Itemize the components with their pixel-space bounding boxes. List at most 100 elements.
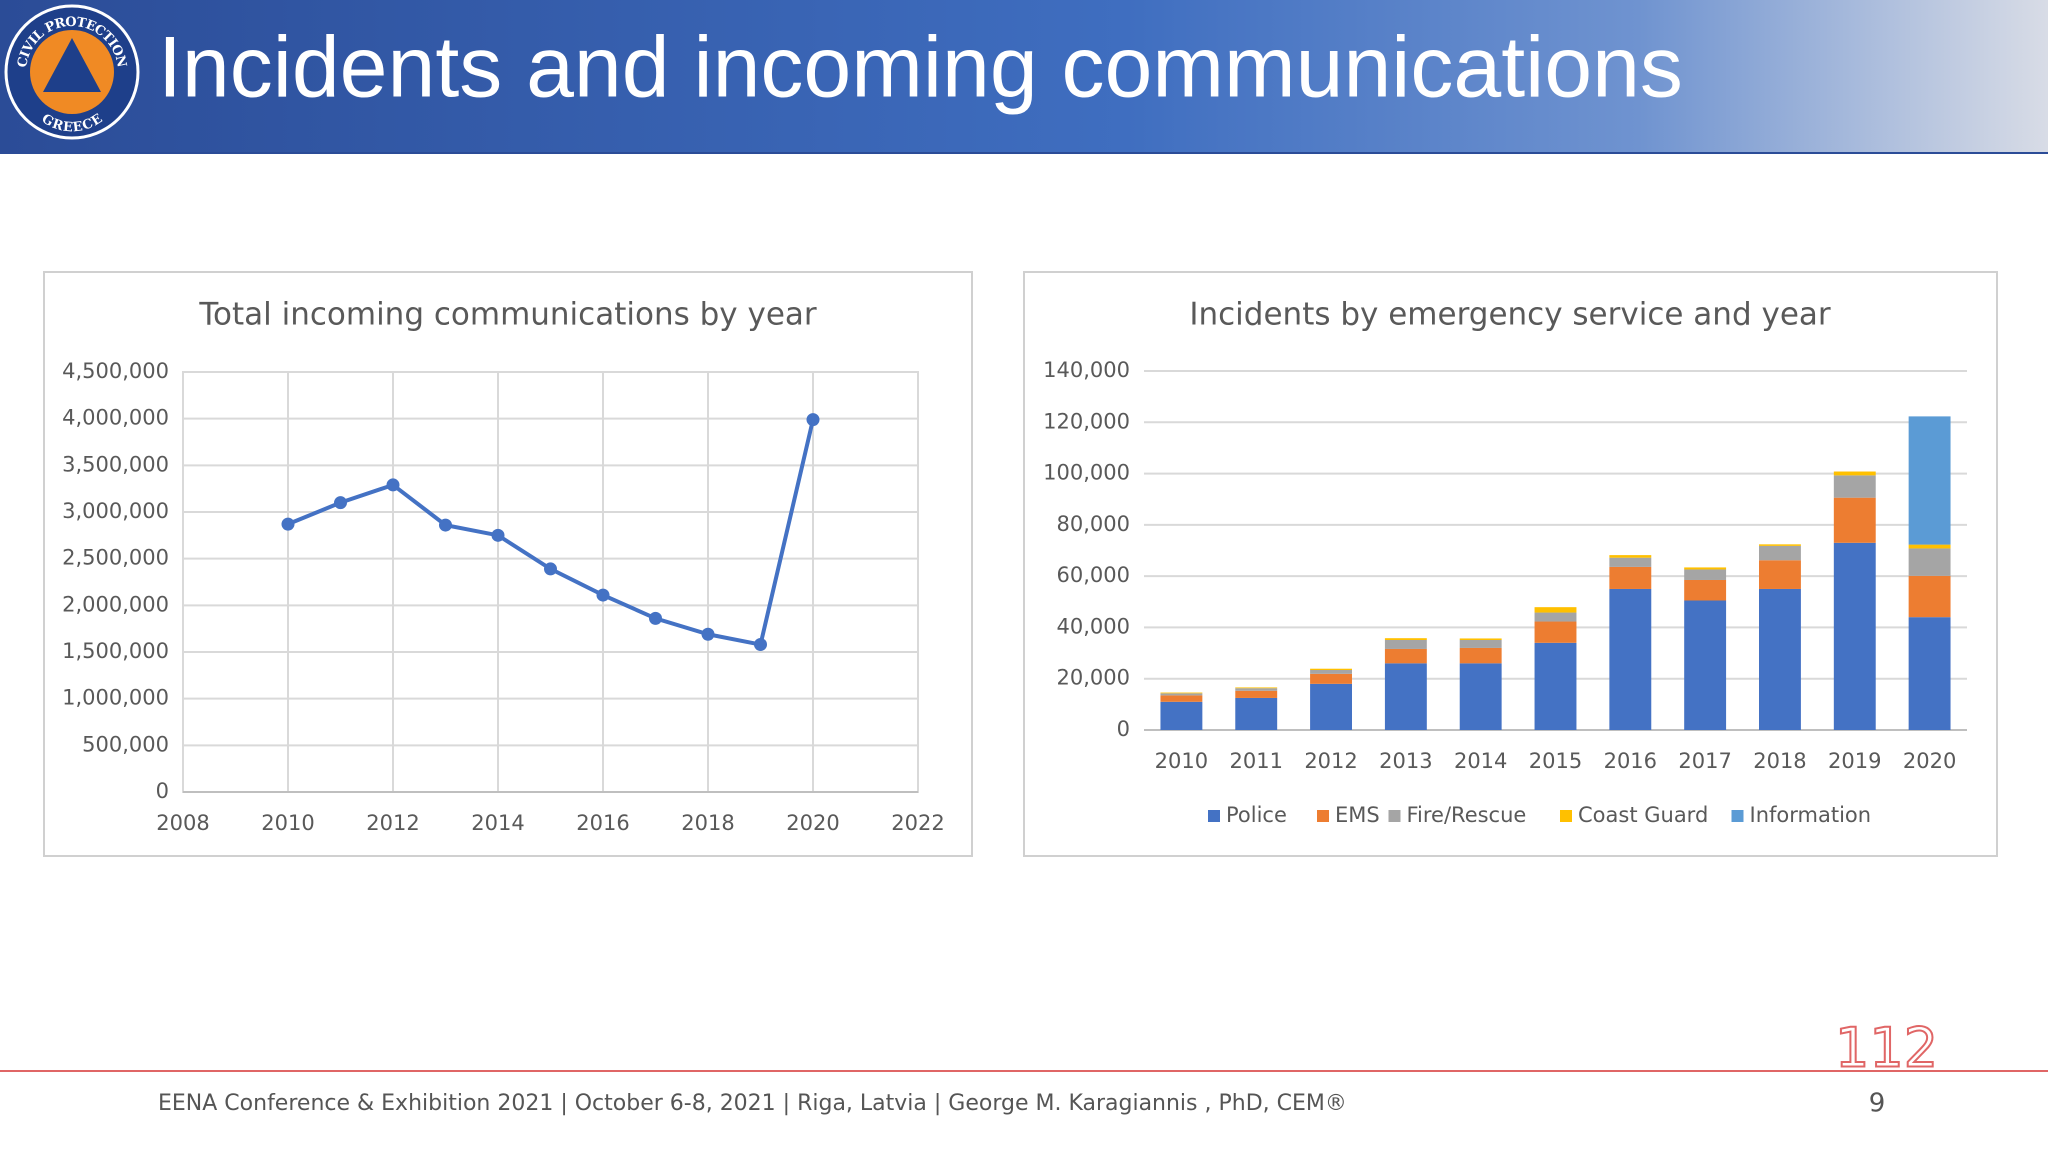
- legend-label: Coast Guard: [1578, 803, 1708, 827]
- bar-segment: [1759, 560, 1801, 589]
- bar-segment: [1534, 642, 1577, 730]
- legend-label: Information: [1750, 803, 1872, 827]
- footer-text: EENA Conference & Exhibition 2021 | Octo…: [158, 1091, 1347, 1116]
- x-tick-label: 2010: [1155, 749, 1208, 773]
- x-tick-label: 2014: [471, 811, 524, 835]
- x-tick-label: 2012: [366, 811, 419, 835]
- data-point: [439, 518, 452, 532]
- data-point: [649, 611, 662, 625]
- bar-segment: [1459, 647, 1502, 664]
- bar-segment: [1684, 579, 1727, 601]
- bar-segment: [1160, 692, 1203, 694]
- y-tick-label: 0: [1117, 717, 1130, 741]
- bar-segment: [1609, 557, 1652, 567]
- bar-segment: [1384, 648, 1427, 664]
- y-tick-label: 0: [156, 779, 169, 803]
- y-tick-label: 3,500,000: [62, 452, 169, 476]
- bar-segment: [1908, 575, 1951, 618]
- data-point: [386, 478, 400, 492]
- y-tick-label: 4,000,000: [62, 406, 169, 430]
- legend-label: EMS: [1335, 803, 1380, 827]
- bar-segment: [1684, 569, 1727, 580]
- bar-segment: [1235, 688, 1278, 691]
- data-point: [754, 638, 767, 652]
- data-point: [281, 517, 295, 531]
- x-tick-label: 2020: [786, 811, 839, 835]
- x-tick-label: 2010: [261, 811, 314, 835]
- bar-segment: [1609, 555, 1652, 558]
- data-point: [491, 528, 505, 542]
- bar-segment: [1908, 544, 1951, 549]
- x-tick-label: 2022: [891, 811, 944, 835]
- y-tick-label: 1,000,000: [62, 686, 169, 710]
- y-tick-label: 2,000,000: [62, 592, 169, 616]
- y-tick-label: 60,000: [1057, 563, 1130, 587]
- legend-swatch: [1317, 810, 1329, 822]
- data-point: [701, 627, 715, 641]
- data-point: [596, 588, 610, 602]
- legend-swatch: [1560, 810, 1572, 822]
- x-tick-label: 2018: [681, 811, 734, 835]
- x-tick-label: 2011: [1230, 749, 1283, 773]
- bar-segment: [1160, 693, 1203, 696]
- data-point: [806, 413, 820, 427]
- x-tick-label: 2013: [1379, 749, 1432, 773]
- y-tick-label: 20,000: [1057, 666, 1130, 690]
- bar-segment: [1310, 668, 1352, 670]
- bar-segment: [1459, 663, 1502, 730]
- bar-segment: [1384, 639, 1427, 649]
- legend-swatch: [1208, 810, 1220, 822]
- y-tick-label: 100,000: [1043, 461, 1130, 485]
- bar-segment: [1459, 638, 1502, 640]
- bar-segment: [1684, 600, 1727, 730]
- header-band: [0, 0, 2048, 152]
- y-tick-label: 1,500,000: [62, 639, 169, 663]
- legend-label: Fire/Rescue: [1407, 803, 1527, 827]
- y-tick-label: 120,000: [1043, 409, 1130, 433]
- bar-segment: [1609, 588, 1652, 730]
- bar-segment: [1759, 544, 1801, 546]
- chart-title: Incidents by emergency service and year: [1189, 297, 1831, 333]
- bar-segment: [1684, 567, 1727, 570]
- x-tick-label: 2017: [1678, 749, 1731, 773]
- bar-segment: [1235, 687, 1278, 689]
- slide-title: Incidents and incoming communications: [158, 20, 1683, 116]
- bar-segment: [1908, 416, 1951, 545]
- bar-segment: [1759, 545, 1801, 561]
- legend-label: Police: [1226, 803, 1287, 827]
- y-tick-label: 2,500,000: [62, 546, 169, 570]
- x-tick-label: 2015: [1529, 749, 1582, 773]
- bar-segment: [1384, 638, 1427, 640]
- y-tick-label: 3,000,000: [62, 499, 169, 523]
- logo: CIVIL PROTECTION GREECE: [4, 4, 140, 140]
- bar-segment: [1833, 542, 1876, 730]
- bar-segment: [1310, 669, 1352, 674]
- bar-segment: [1908, 617, 1951, 730]
- y-tick-label: 80,000: [1057, 512, 1130, 536]
- bar-segment: [1833, 497, 1876, 543]
- x-tick-label: 2016: [576, 811, 629, 835]
- chart-title: Total incoming communications by year: [198, 297, 817, 333]
- bar-segment: [1833, 475, 1876, 498]
- x-tick-label: 2008: [156, 811, 209, 835]
- y-tick-label: 500,000: [82, 732, 169, 756]
- logo-112: 112: [1835, 1017, 1938, 1080]
- legend-swatch: [1731, 810, 1744, 822]
- bar-segment: [1534, 612, 1577, 622]
- bar-segment: [1534, 621, 1577, 643]
- bar-segment: [1459, 639, 1502, 648]
- data-point: [544, 562, 557, 576]
- x-tick-label: 2012: [1304, 749, 1357, 773]
- bar-segment: [1235, 690, 1278, 698]
- data-point: [334, 496, 347, 510]
- x-tick-label: 2014: [1454, 749, 1507, 773]
- logo-triangle: [43, 38, 101, 92]
- y-tick-label: 140,000: [1043, 358, 1130, 382]
- bar-segment: [1609, 566, 1652, 589]
- page-number: 9: [1869, 1089, 1886, 1119]
- y-tick-label: 40,000: [1057, 614, 1130, 638]
- bar-segment: [1833, 471, 1876, 476]
- bar-segment: [1235, 697, 1278, 730]
- x-tick-label: 2016: [1604, 749, 1657, 773]
